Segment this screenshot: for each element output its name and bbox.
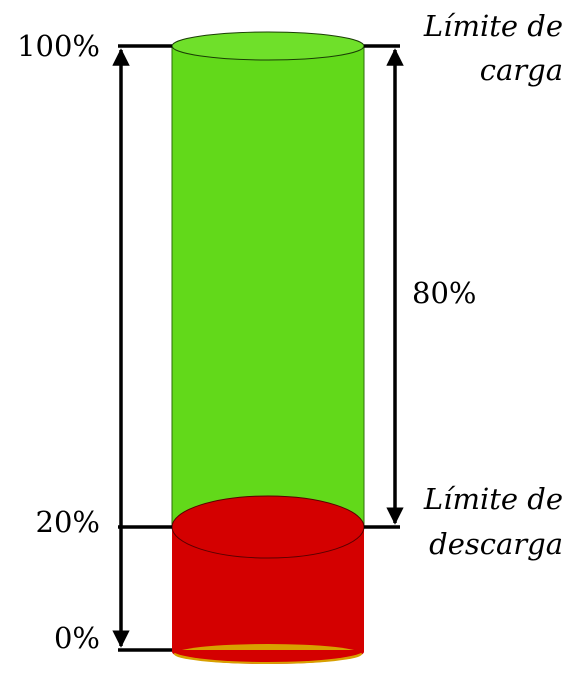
usable-capacity — [172, 46, 364, 527]
label-0: 0% — [54, 621, 100, 655]
discharge-top — [171, 495, 365, 559]
level-lines — [112, 44, 404, 652]
label-80: 80% — [412, 276, 476, 310]
cylinder-top — [171, 31, 365, 61]
discharge-limit: descarga — [429, 527, 563, 561]
charge-limit: carga — [480, 53, 563, 87]
charge-limit: Límite de — [423, 9, 563, 43]
discharge-limit: Límite de — [423, 482, 563, 516]
cylinder-bottom — [172, 650, 364, 662]
label-100: 100% — [17, 29, 100, 63]
discharge-reserve — [172, 527, 364, 664]
label-20: 20% — [36, 505, 100, 539]
